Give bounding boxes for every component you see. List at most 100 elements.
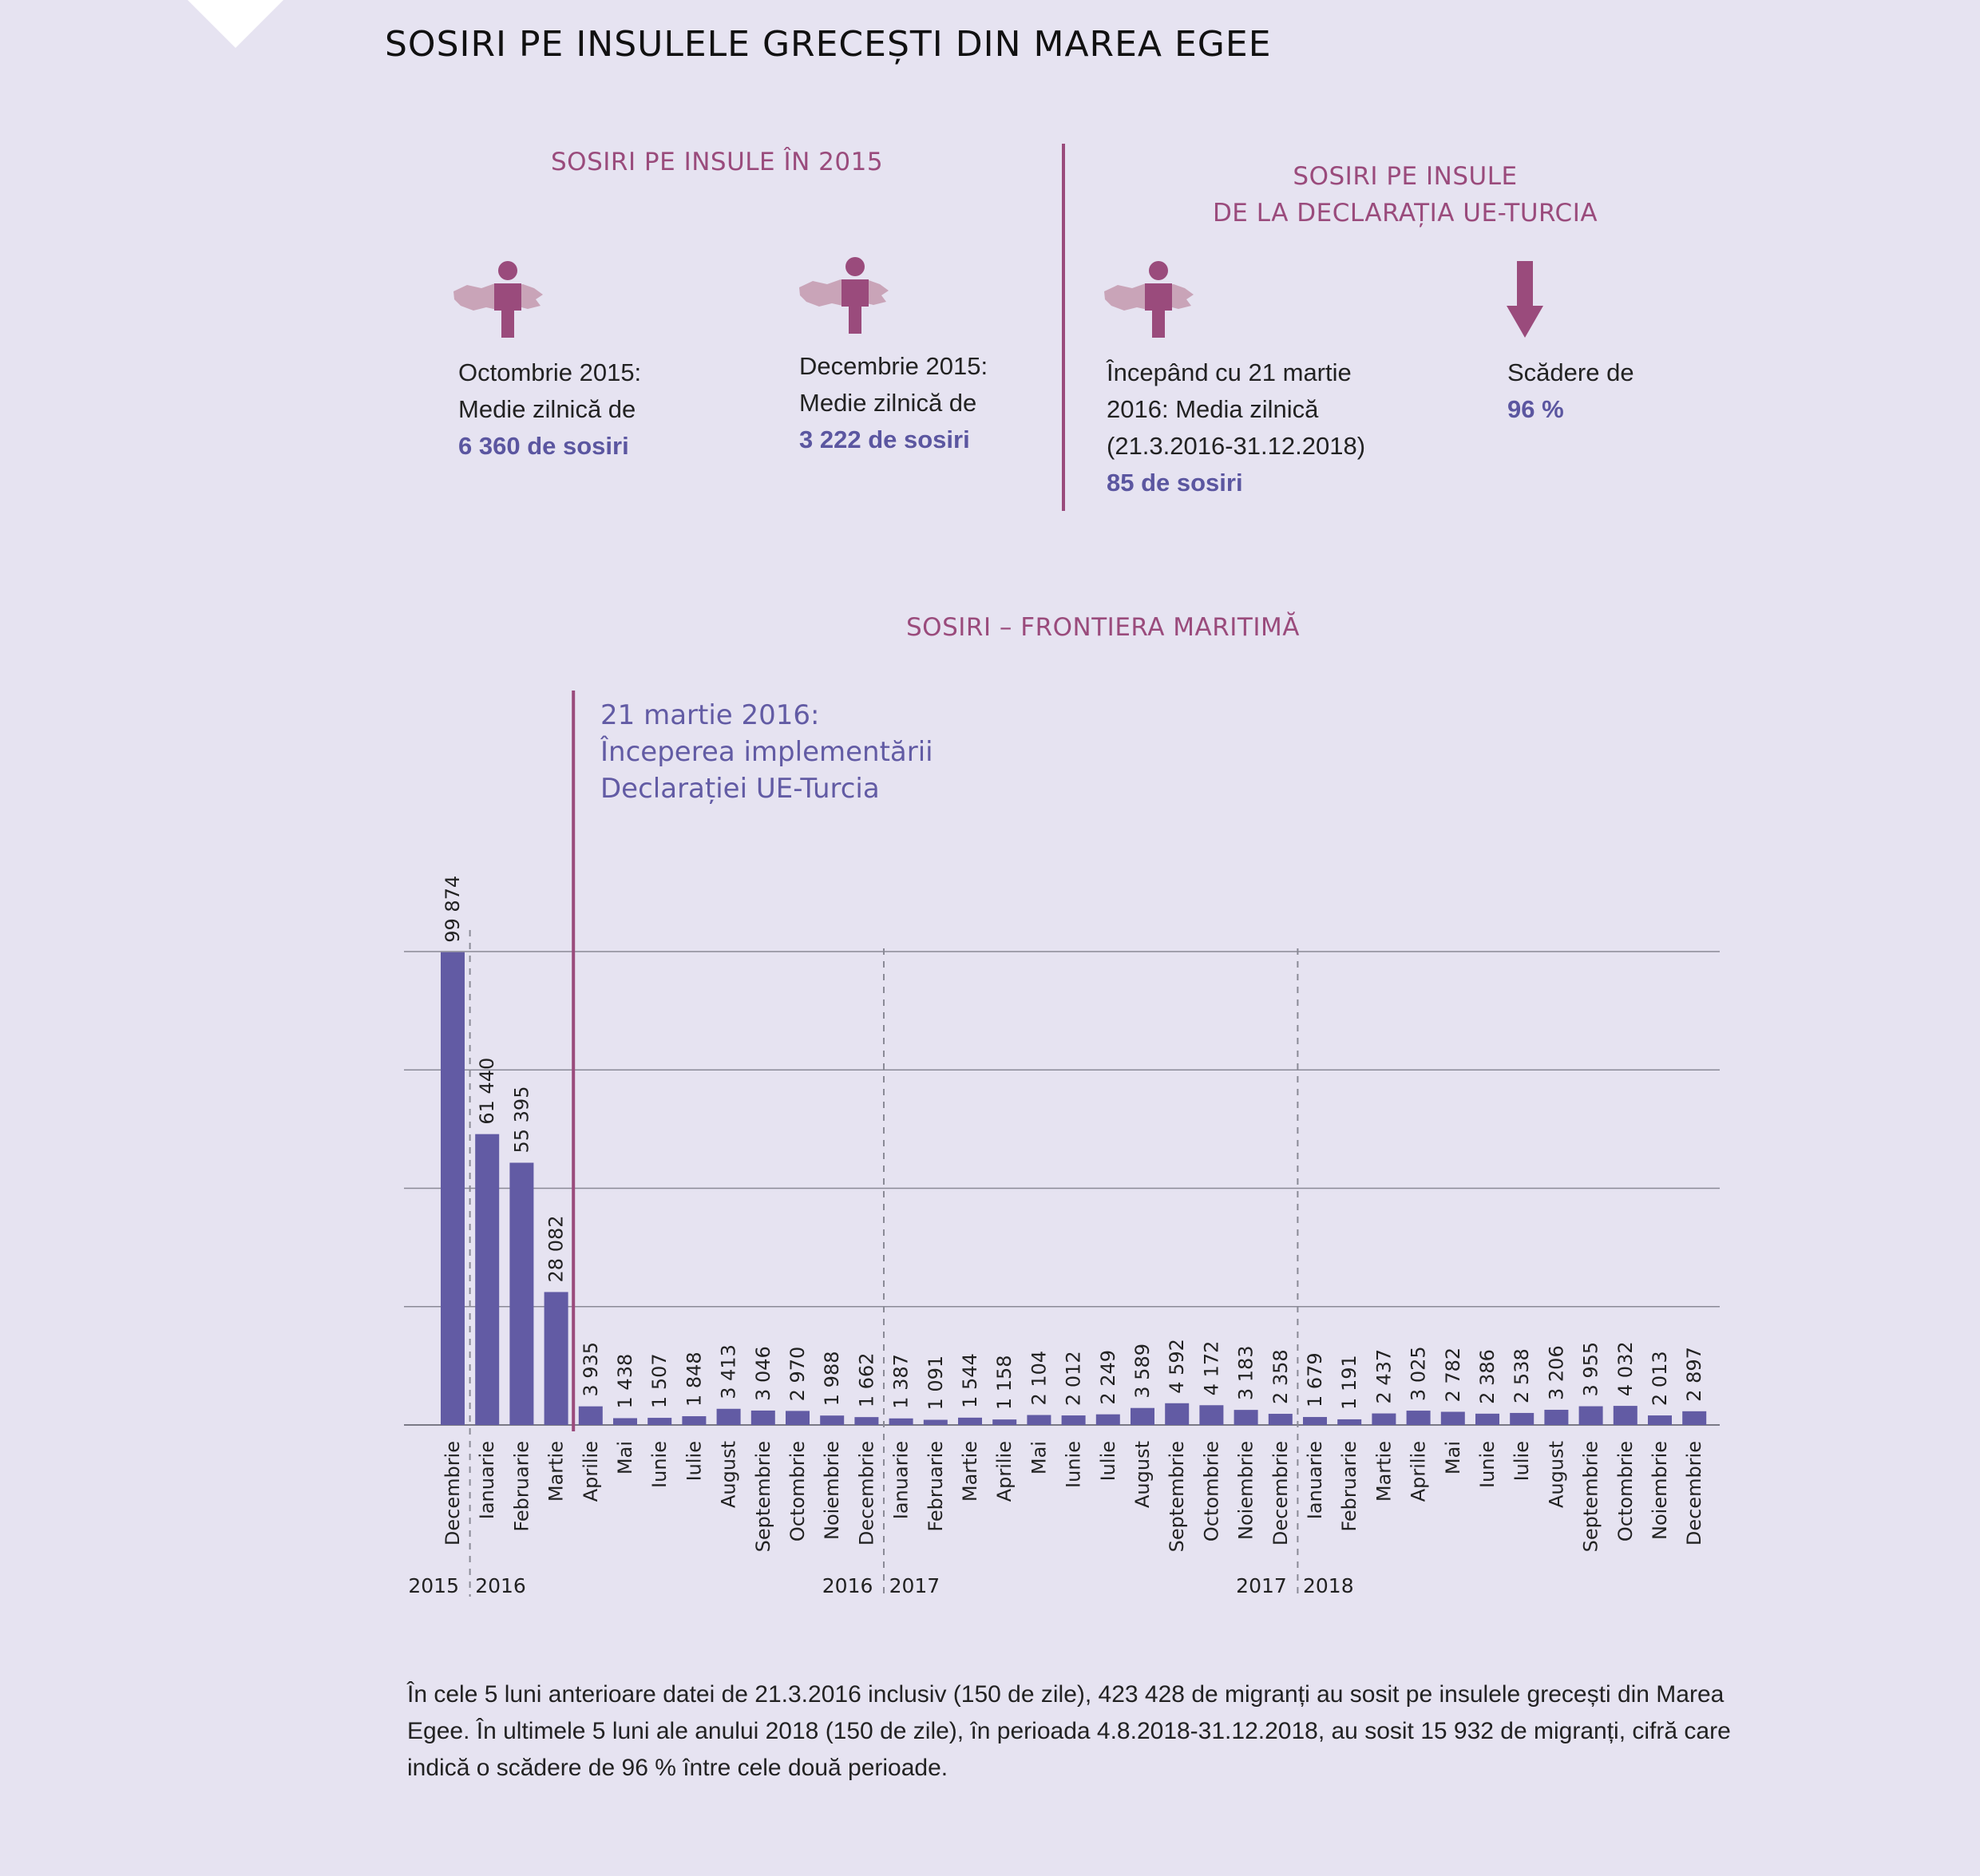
category-label: Octombrie [1200,1441,1222,1542]
bar [992,1419,1017,1425]
value-label: 2 012 [1063,1351,1085,1406]
value-label: 3 955 [1580,1342,1602,1397]
stat-line: Scădere de [1507,358,1634,386]
category-label: Noiembrie [821,1441,843,1540]
bar [820,1415,845,1425]
category-label: Aprilie [1408,1441,1430,1502]
category-label: Octombrie [1614,1441,1637,1542]
bar [716,1408,741,1425]
category-label: August [1131,1441,1154,1508]
category-label: Ianuarie [476,1441,498,1519]
value-label: 3 413 [718,1344,740,1399]
value-label: 1 387 [890,1354,913,1409]
value-label: 3 183 [1235,1345,1257,1400]
panel-divider [1062,144,1065,511]
bar [647,1418,672,1425]
category-label: Februarie [925,1441,947,1532]
value-label: 1 848 [683,1352,705,1407]
bar [1475,1413,1499,1425]
category-label: Noiembrie [1649,1441,1671,1540]
bar [509,1162,534,1425]
year-label: 2017 [1236,1574,1287,1597]
value-label: 2 970 [786,1347,809,1402]
value-label: 1 544 [959,1353,981,1408]
category-label: Aprilie [993,1441,1016,1502]
category-label: Aprilie [580,1441,602,1502]
value-label: 61 440 [476,1058,498,1125]
category-label: Decembrie [1269,1441,1292,1546]
year-label: 2015 [408,1574,459,1597]
stat-line: 2016: Media zilnică [1107,395,1319,423]
bar [1578,1406,1603,1425]
value-label: 3 935 [580,1342,602,1397]
bar [1682,1411,1707,1425]
stat-value: 85 de sosiri [1107,469,1243,497]
declaration-annotation: 21 martie 2016: Începerea implementării … [600,697,933,807]
category-label: Mai [614,1441,636,1474]
value-label: 2 104 [1028,1351,1050,1406]
person-on-map-icon [799,257,889,334]
value-label: 2 358 [1269,1349,1292,1404]
category-label: Ianuarie [890,1441,913,1519]
year-label: 2016 [822,1574,873,1597]
category-label: Februarie [510,1441,533,1532]
bar [1303,1417,1327,1425]
stat-october-2015: Octombrie 2015: Medie zilnică de 6 360 d… [458,354,641,465]
value-label: 2 013 [1649,1351,1671,1406]
bar [1406,1411,1431,1425]
bar [958,1417,982,1425]
bar [475,1134,500,1425]
value-label: 1 679 [1304,1352,1326,1407]
value-label: 2 782 [1442,1348,1464,1403]
bar [750,1410,775,1425]
bar [1199,1405,1224,1425]
category-label: Septembrie [752,1441,774,1552]
bar [889,1418,913,1425]
year-label: 2018 [1303,1574,1354,1597]
category-label: Iunie [1476,1441,1499,1488]
bar [578,1406,603,1425]
category-label: Iunie [1063,1441,1085,1488]
value-label: 1 662 [855,1352,877,1407]
stat-decrease: Scădere de 96 % [1507,354,1634,428]
bar [923,1419,948,1425]
value-label: 3 025 [1408,1346,1430,1401]
value-label: 99 874 [442,876,464,943]
value-label: 1 191 [1338,1355,1360,1410]
page-title: SOSIRI PE INSULELE GRECEȘTI DIN MAREA EG… [385,24,1272,65]
footnote: În cele 5 luni anterioare datei de 21.3.… [407,1681,1731,1781]
value-label: 2 897 [1683,1347,1705,1402]
category-label: Iulie [1097,1441,1119,1481]
value-label: 3 589 [1131,1344,1154,1399]
bar [1131,1407,1154,1425]
value-label: 1 091 [925,1356,947,1411]
stat-line: (21.3.2016-31.12.2018) [1107,432,1366,460]
value-label: 55 395 [510,1086,533,1154]
category-label: Mai [1028,1441,1050,1474]
value-label: 28 082 [545,1215,568,1282]
value-label: 2 249 [1097,1350,1119,1405]
bar [1061,1415,1086,1425]
category-label: Ianuarie [1304,1441,1326,1519]
bar [1027,1415,1051,1425]
value-label: 2 437 [1372,1349,1395,1404]
stat-december-2015: Decembrie 2015: Medie zilnică de 3 222 d… [799,348,988,458]
category-label: Mai [1442,1441,1464,1474]
value-label: 1 507 [648,1353,671,1408]
annotation-line: Începerea implementării [600,736,933,768]
bar [854,1417,879,1425]
category-label: Noiembrie [1235,1441,1257,1540]
value-label: 4 032 [1614,1341,1637,1396]
category-label: Martie [959,1441,981,1502]
panel-2015-title: SOSIRI PE INSULE ÎN 2015 [551,148,884,176]
bar [1372,1413,1396,1425]
stat-line: Începând cu 21 martie [1107,358,1352,386]
value-label: 2 538 [1511,1348,1533,1403]
panel-declaration-title: SOSIRI PE INSULE DE LA DECLARAȚIA UE-TUR… [1198,158,1613,232]
bar [1440,1411,1465,1425]
category-label: Iulie [1511,1441,1533,1481]
year-label: 2016 [475,1574,526,1597]
bar [1095,1414,1120,1425]
category-label: Martie [1372,1441,1395,1502]
